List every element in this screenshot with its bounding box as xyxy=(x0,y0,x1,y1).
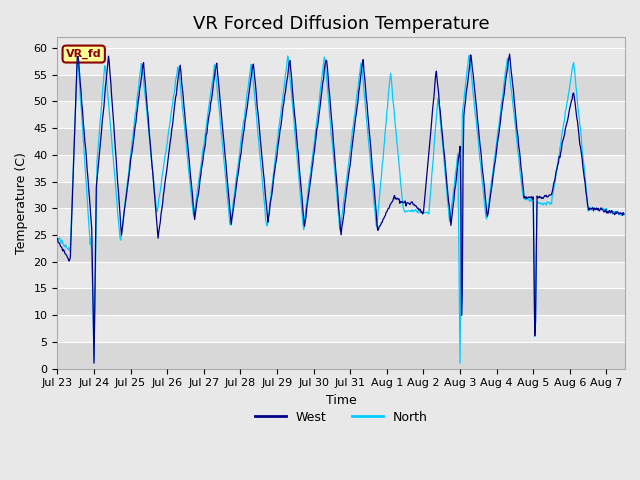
Bar xyxy=(58,315,625,342)
Bar xyxy=(58,181,625,208)
Bar xyxy=(58,128,625,155)
Text: VR_fd: VR_fd xyxy=(66,49,102,59)
Bar xyxy=(58,288,625,315)
X-axis label: Time: Time xyxy=(326,394,356,407)
Bar xyxy=(58,48,625,75)
Bar xyxy=(58,101,625,128)
Legend: West, North: West, North xyxy=(250,406,433,429)
Title: VR Forced Diffusion Temperature: VR Forced Diffusion Temperature xyxy=(193,15,490,33)
Bar xyxy=(58,235,625,262)
Bar xyxy=(58,208,625,235)
Y-axis label: Temperature (C): Temperature (C) xyxy=(15,152,28,254)
Bar xyxy=(58,262,625,288)
Bar xyxy=(58,75,625,101)
Bar xyxy=(58,155,625,181)
Bar xyxy=(58,342,625,369)
